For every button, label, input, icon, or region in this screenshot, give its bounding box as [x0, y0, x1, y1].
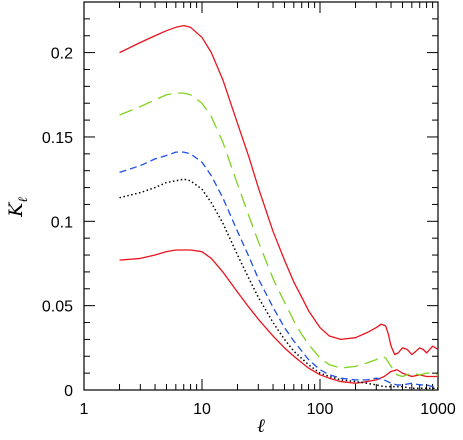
x-tick-label: 10 [193, 401, 211, 418]
series-lower-solid [119, 249, 438, 384]
svg-text:Kℓ: Kℓ [5, 197, 31, 218]
y-tick-label: 0.1 [51, 214, 73, 231]
x-axis-label: ℓ [257, 415, 265, 437]
y-axis-label-main: K [5, 201, 27, 218]
series-upper-solid [119, 24, 439, 356]
x-tick-label: 100 [307, 401, 334, 418]
x-tick-labels: 1 10 100 1000 [80, 401, 456, 418]
y-axis-label: Kℓ [5, 197, 31, 218]
x-tick-label: 1 [80, 401, 89, 418]
plot-frame [83, 1, 439, 391]
series-short-dash [119, 151, 438, 388]
series-group [119, 24, 439, 390]
y-tick-label: 0 [64, 383, 73, 400]
y-tick-label: 0.2 [51, 46, 73, 63]
axis-ticks [83, 1, 439, 391]
y-tick-label: 0.15 [42, 130, 73, 147]
series-long-dash [119, 92, 439, 378]
series-dotted [119, 178, 438, 390]
x-tick-label: 1000 [420, 401, 456, 418]
y-axis-label-subscript: ℓ [16, 197, 31, 203]
y-tick-label: 0.05 [42, 299, 73, 316]
y-tick-labels: 0 0.05 0.1 0.15 0.2 [42, 46, 73, 400]
